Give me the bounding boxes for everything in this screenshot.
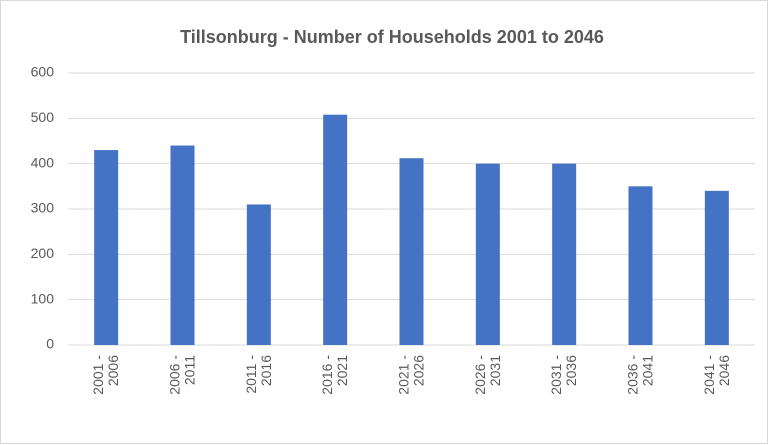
x-tick-label: 2011 -2016 — [243, 355, 274, 394]
bar — [399, 158, 424, 345]
y-tick-label: 0 — [46, 336, 54, 352]
bar — [246, 204, 271, 345]
bar — [323, 114, 348, 345]
x-tick-label: 2006 -2011 — [166, 355, 197, 395]
x-tick-label: 2016 -2021 — [319, 355, 350, 395]
y-tick-label: 400 — [31, 154, 55, 170]
y-tick-label: 300 — [31, 200, 55, 216]
x-tick-label: 2026 -2031 — [472, 355, 503, 395]
x-tick-label: 2031 -2036 — [548, 355, 579, 395]
y-tick-label: 600 — [31, 64, 55, 80]
y-tick-label: 100 — [31, 290, 55, 306]
bar — [628, 186, 653, 345]
bar — [170, 145, 195, 345]
x-tick-label: 2041 -2046 — [701, 355, 732, 395]
bar — [475, 163, 500, 345]
bar — [704, 190, 729, 345]
bar — [94, 150, 119, 345]
x-tick-label: 2001 -2006 — [90, 355, 121, 395]
x-tick-label: 2021 -2026 — [395, 355, 426, 395]
y-tick-label: 200 — [31, 245, 55, 261]
bar — [552, 163, 577, 345]
x-tick-label: 2036 -2041 — [624, 355, 655, 395]
y-tick-label: 500 — [31, 109, 55, 125]
chart-title: Tillsonburg - Number of Households 2001 … — [180, 27, 604, 47]
